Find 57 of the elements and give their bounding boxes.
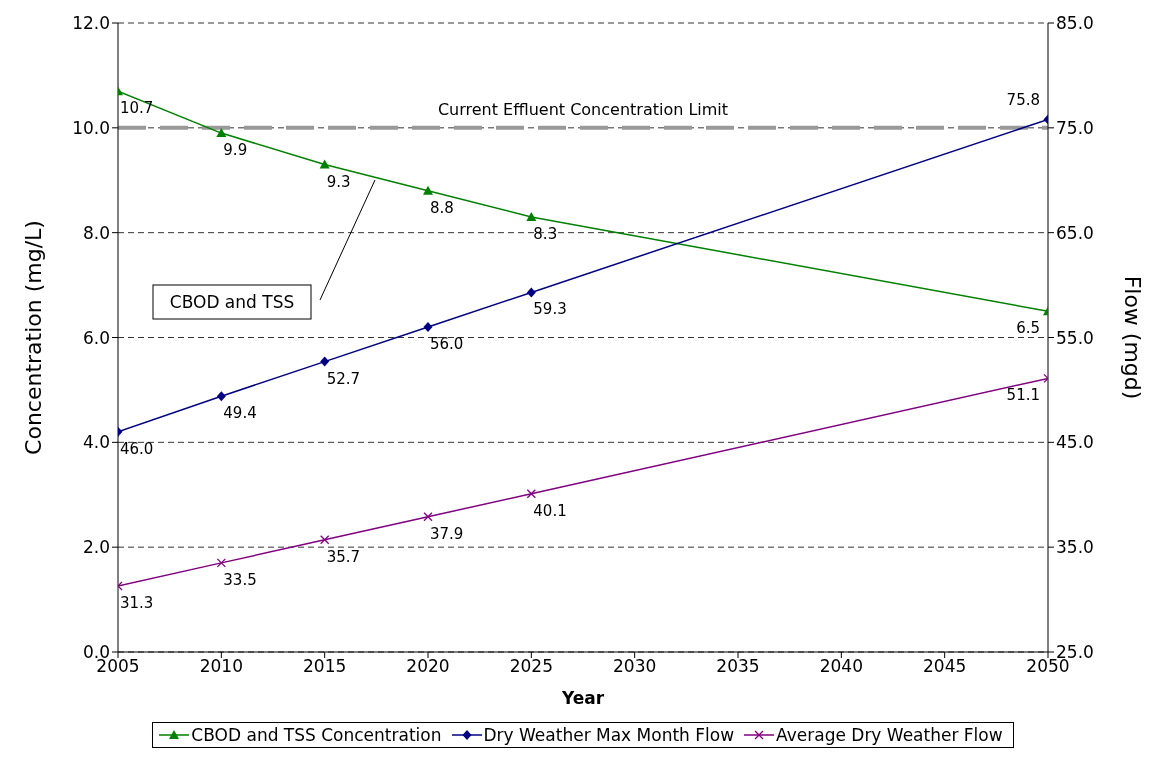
data-label: 8.3 [533, 224, 558, 243]
data-label: 46.0 [120, 439, 154, 458]
data-label: 49.4 [223, 404, 257, 423]
x-tick-label: 2020 [406, 656, 450, 677]
data-label: 51.1 [1006, 386, 1040, 405]
data-label: 33.5 [223, 570, 257, 589]
data-label: 8.8 [430, 198, 454, 217]
x-tick-label: 2040 [819, 656, 863, 677]
x-tick-label: 2025 [509, 656, 553, 677]
point [423, 185, 433, 195]
x-tick-label: 2045 [923, 656, 967, 677]
y2-tick-label: 65.0 [1056, 222, 1094, 243]
x-axis-title: Year [560, 688, 605, 708]
point [216, 558, 226, 568]
point [526, 287, 536, 298]
y-tick-label: 4.0 [82, 432, 110, 453]
y-tick-label: 8.0 [82, 222, 110, 243]
legend-label: Dry Weather Max Month Flow [483, 725, 735, 745]
data-label: 9.3 [326, 172, 351, 191]
y2-tick-label: 75.0 [1056, 117, 1094, 138]
y-tick-label: 6.0 [82, 327, 110, 348]
x-tick-label: 2015 [303, 656, 347, 677]
data-label: 40.1 [533, 501, 567, 520]
data-label: 10.7 [120, 99, 154, 118]
y2-tick-label: 45.0 [1056, 432, 1094, 453]
data-label: 75.8 [1006, 91, 1040, 110]
point [216, 128, 227, 138]
data-label: 9.9 [223, 141, 248, 160]
x-tick-label: 2035 [716, 656, 760, 677]
annotation: CBOD and TSS [169, 292, 295, 312]
data-label: 56.0 [430, 335, 464, 354]
y2-tick-label: 55.0 [1056, 327, 1094, 348]
data-label: 35.7 [326, 547, 361, 566]
data-label: 59.3 [533, 300, 567, 319]
data-label: 37.9 [430, 524, 464, 543]
legend-label: Average Dry Weather Flow [776, 725, 1003, 745]
legend-label: CBOD and TSS Concentration [191, 725, 442, 745]
y-axis-title: Concentration (mg/L) [20, 220, 46, 455]
y2-axis-title: Flow (mgd) [1120, 275, 1146, 400]
point [319, 159, 330, 169]
y2-tick-label: 35.0 [1056, 537, 1094, 558]
point [526, 211, 537, 221]
point [320, 535, 330, 545]
x-tick-label: 2030 [613, 656, 657, 677]
y2-tick-label: 85.0 [1056, 13, 1094, 34]
y-tick-label: 2.0 [82, 537, 110, 558]
point [320, 356, 330, 367]
data-label: 52.7 [326, 369, 361, 388]
point [526, 489, 536, 499]
point [423, 512, 433, 522]
data-label: 6.5 [1016, 319, 1040, 338]
point [216, 391, 226, 402]
x-tick-label: 2010 [199, 656, 243, 677]
ref-line-label: Current Effluent Concentration Limit [437, 100, 729, 120]
data-label: 31.3 [120, 593, 154, 612]
y-tick-label: 10.0 [72, 117, 110, 138]
y-tick-label: 12.0 [72, 13, 110, 34]
